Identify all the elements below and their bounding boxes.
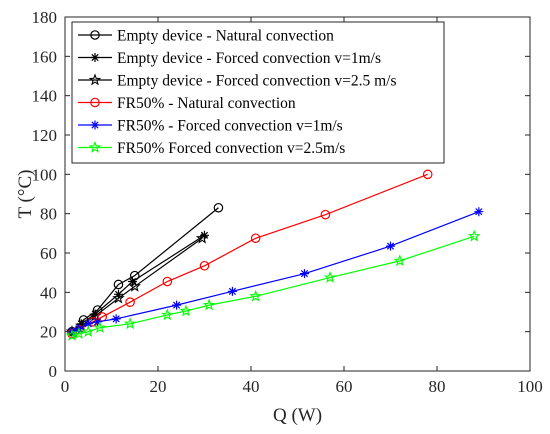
legend-entry-1: Empty device - Natural convection (78, 28, 334, 45)
series-4-point (422, 169, 433, 180)
y-tick-label: 20 (40, 323, 57, 342)
y-tick-label: 120 (32, 126, 58, 145)
x-axis-title: Q (W) (273, 405, 322, 426)
series-6-point (202, 298, 216, 311)
axes-box (64, 16, 531, 372)
series-5-point (474, 207, 484, 217)
series-4-point (125, 297, 135, 307)
series-3-point (195, 231, 209, 244)
y-axis-title: T (°C) (15, 170, 36, 219)
series-5-point (111, 314, 121, 324)
axes-layer: 0 20 40 60 80 100 0 20 40 60 80 100 120 140 160 180 (32, 8, 543, 396)
series-6-point (81, 325, 95, 337)
legend-marker (90, 53, 100, 62)
legend-marker (90, 120, 100, 130)
legend-label: Empty device - Forced convection v=2.5 m… (117, 73, 397, 90)
series-4-point (320, 209, 331, 220)
legend-marker (90, 30, 100, 40)
y-tick-label: 60 (40, 244, 57, 263)
series-6 (65, 229, 481, 341)
y-tick-label: 160 (32, 47, 58, 66)
series-2-point (127, 277, 137, 287)
series-6-point (72, 327, 86, 339)
series-5-line (71, 211, 480, 333)
y-tick-label: 0 (49, 362, 58, 381)
legend-marker (90, 97, 100, 108)
legend-marker (88, 73, 102, 86)
series-6-point (467, 229, 481, 242)
y-tick-label: 80 (40, 205, 57, 224)
y-tick-label: 100 (32, 165, 58, 184)
series-6-point (323, 271, 337, 283)
series-4-point (199, 260, 210, 271)
series-6-point (93, 321, 107, 334)
x-tick-label: 40 (243, 377, 260, 396)
series-6-point (393, 254, 407, 267)
series-5-point (172, 300, 182, 310)
legend-entry-3: Empty device - Forced convection v=2.5 m… (78, 73, 397, 90)
legend-entry-4: FR50% - Natural convection (78, 95, 296, 112)
x-tick-label: 0 (61, 377, 70, 396)
series-3-point (128, 279, 142, 292)
legend: Empty device - Natural convection Empty d… (71, 21, 445, 164)
series-5-point (93, 317, 103, 327)
y-tick-label: 140 (32, 87, 58, 106)
series-5-point (227, 286, 237, 296)
series-1-point (113, 279, 124, 290)
series-4-point (162, 276, 173, 287)
series-5-point (83, 319, 93, 329)
series-6-point (161, 308, 174, 321)
x-tick-label: 80 (429, 377, 446, 396)
series-6-point (249, 289, 262, 302)
legend-box (71, 21, 445, 164)
series-3-point (112, 291, 125, 304)
legend-label: FR50% Forced convection v=2.5m/s (117, 140, 345, 157)
series-6-point (65, 329, 79, 341)
x-tick-label: 100 (517, 377, 543, 396)
x-tick-label: 20 (150, 377, 167, 396)
series-4-point (250, 233, 261, 244)
series-2-point (90, 309, 100, 319)
series-2-point (76, 319, 86, 329)
legend-entry-6: FR50% Forced convection v=2.5m/s (78, 140, 345, 157)
legend-entry-2: Empty device - Forced convection v=1m/s (78, 50, 381, 67)
x-tick-label: 60 (336, 377, 353, 396)
series-5-point (386, 241, 395, 251)
legend-label: FR50% - Forced convection v=1m/s (117, 118, 343, 135)
series-1-point (213, 202, 224, 213)
legend-label: Empty device - Forced convection v=1m/s (117, 50, 381, 67)
y-tick-label: 180 (32, 8, 58, 27)
y-tick-label: 40 (40, 283, 57, 302)
series-5-point (299, 269, 309, 279)
series-6-point (123, 317, 137, 330)
series-2-point (200, 230, 209, 240)
legend-label: FR50% - Natural convection (117, 95, 296, 112)
legend-label: Empty device - Natural convection (117, 28, 334, 45)
series-layer (65, 169, 484, 341)
legend-entry-5: FR50% - Forced convection v=1m/s (78, 118, 343, 135)
legend-marker (88, 140, 102, 153)
series-6-point (179, 304, 193, 317)
